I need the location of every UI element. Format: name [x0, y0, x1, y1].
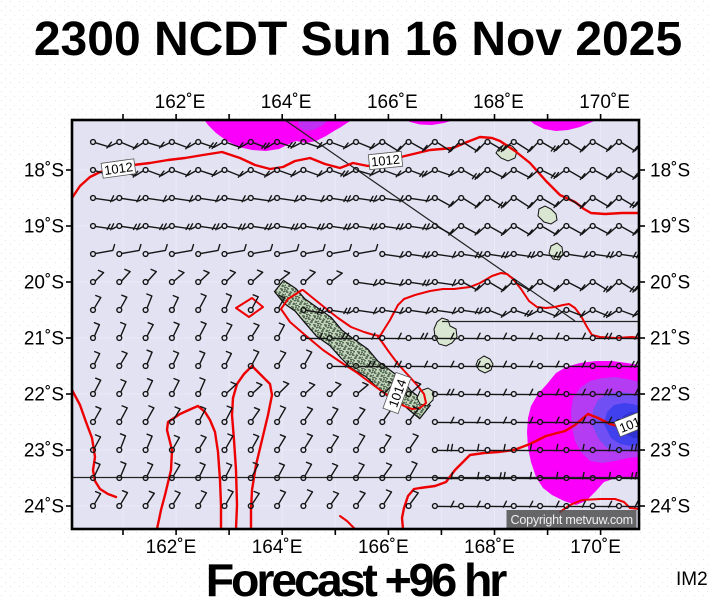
svg-text:23˚S: 23˚S	[24, 441, 64, 462]
svg-text:22˚S: 22˚S	[650, 385, 690, 406]
svg-text:22˚S: 22˚S	[24, 385, 64, 406]
svg-text:164˚E: 164˚E	[261, 92, 312, 113]
svg-text:23˚S: 23˚S	[650, 441, 690, 462]
svg-text:24˚S: 24˚S	[650, 497, 690, 518]
svg-text:162˚E: 162˚E	[146, 537, 197, 558]
svg-text:20˚S: 20˚S	[24, 273, 64, 294]
svg-text:2300 NCDT Sun 16 Nov 2025: 2300 NCDT Sun 16 Nov 2025	[34, 13, 682, 66]
svg-text:20˚S: 20˚S	[650, 273, 690, 294]
svg-text:18˚S: 18˚S	[24, 161, 64, 182]
svg-text:168˚E: 168˚E	[473, 92, 524, 113]
svg-text:19˚S: 19˚S	[24, 217, 64, 238]
svg-text:170˚E: 170˚E	[570, 537, 621, 558]
svg-text:IM2: IM2	[676, 569, 708, 590]
svg-text:21˚S: 21˚S	[650, 329, 690, 350]
svg-text:170˚E: 170˚E	[579, 92, 630, 113]
svg-text:18˚S: 18˚S	[650, 161, 690, 182]
svg-text:Forecast +96 hr: Forecast +96 hr	[206, 554, 508, 600]
svg-text:Copyright metvuw.com: Copyright metvuw.com	[511, 513, 633, 527]
svg-text:166˚E: 166˚E	[367, 92, 418, 113]
svg-text:162˚E: 162˚E	[155, 92, 206, 113]
svg-text:19˚S: 19˚S	[650, 217, 690, 238]
svg-text:24˚S: 24˚S	[24, 497, 64, 518]
svg-text:168˚E: 168˚E	[464, 537, 515, 558]
svg-text:164˚E: 164˚E	[252, 537, 303, 558]
svg-text:21˚S: 21˚S	[24, 329, 64, 350]
svg-text:166˚E: 166˚E	[358, 537, 409, 558]
svg-text:1012: 1012	[103, 159, 134, 178]
svg-text:1012: 1012	[370, 152, 400, 170]
